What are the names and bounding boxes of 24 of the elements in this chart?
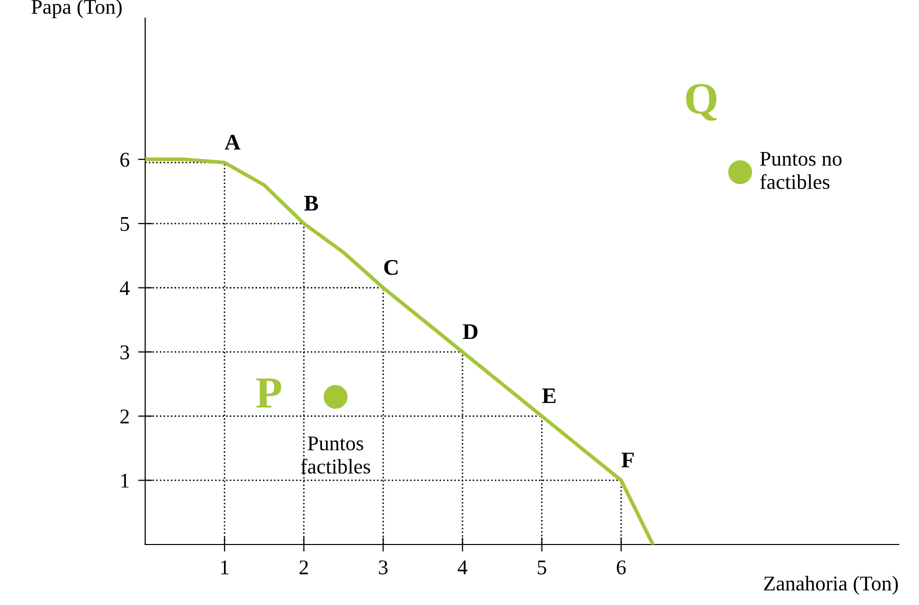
y-tick-label: 2 (120, 410, 129, 424)
annotation: P (256, 378, 282, 408)
annotation: C (384, 260, 398, 275)
x-tick-label: 3 (378, 560, 388, 574)
y-tick-label: 6 (120, 152, 130, 167)
x-tick-label: 6 (616, 560, 626, 574)
annotation: D (462, 324, 478, 339)
y-tick-label: 3 (120, 345, 130, 360)
x-tick-label: 5 (538, 560, 546, 574)
annotation: Puntos no factibles (760, 152, 842, 190)
annotation: B (304, 196, 318, 211)
annotation: Puntos factibles (300, 436, 370, 474)
annotation: A (224, 134, 240, 150)
y-tick-label: 1 (121, 474, 129, 488)
x-tick-label: 2 (300, 560, 308, 574)
x-axis-title: Zanahoria (Ton) (764, 576, 898, 595)
annotation: Q (686, 84, 717, 121)
line-series (145, 158, 655, 544)
x-tick-label: 4 (458, 560, 468, 574)
annotation: E (542, 388, 556, 404)
x-tick-label: 1 (221, 560, 228, 574)
y-tick-label: 5 (120, 217, 130, 231)
annotation: F (622, 452, 634, 468)
y-tick-label: 4 (120, 281, 130, 295)
